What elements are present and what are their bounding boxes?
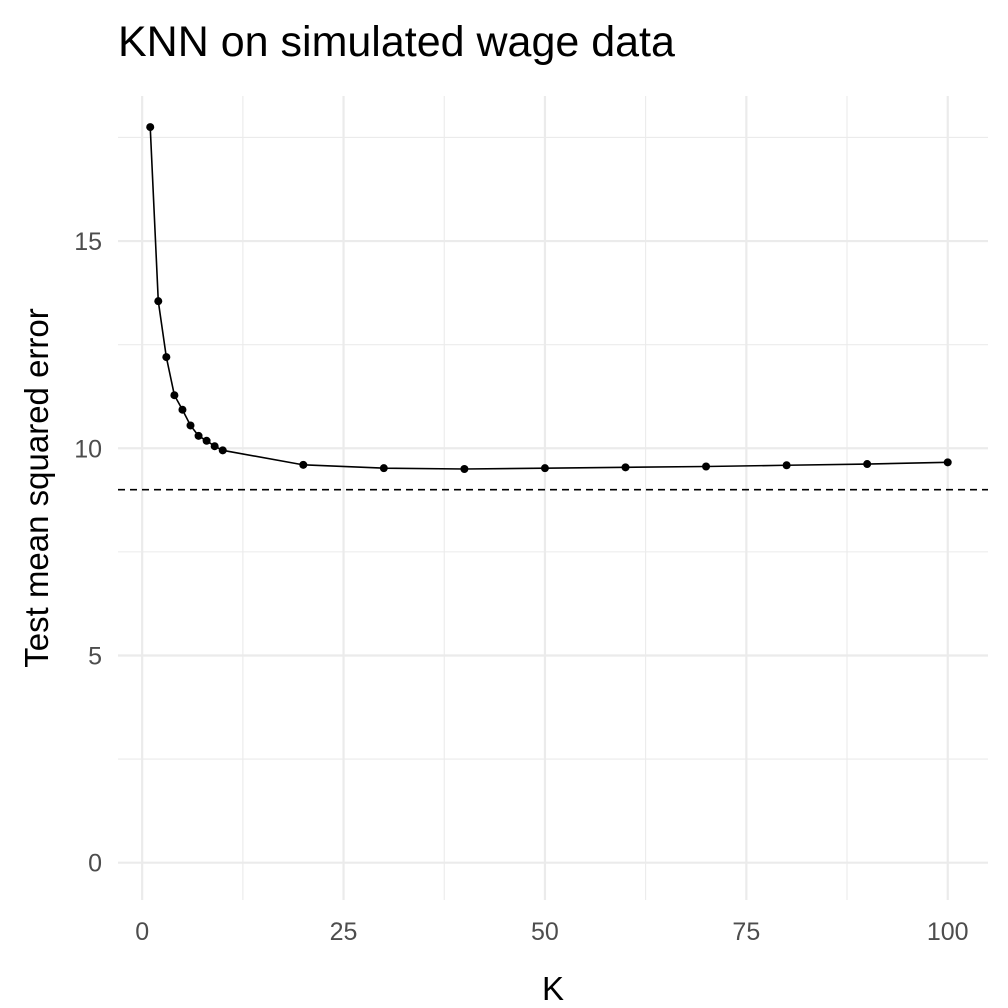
data-point <box>460 464 469 473</box>
x-tick-label: 0 <box>135 918 149 946</box>
data-point <box>702 462 711 471</box>
x-tick-label: 75 <box>732 918 760 946</box>
x-tick-label: 25 <box>330 918 358 946</box>
x-tick-label: 100 <box>927 918 969 946</box>
data-point <box>218 446 227 455</box>
y-axis-title: Test mean squared error <box>18 308 55 668</box>
data-point <box>943 458 952 467</box>
y-tick-label: 10 <box>74 435 102 463</box>
data-point <box>146 123 155 132</box>
x-tick-labels: 0 25 50 75 100 <box>135 918 968 946</box>
data-point <box>621 463 630 472</box>
data-point <box>540 464 549 473</box>
data-point <box>170 391 179 400</box>
data-point <box>178 405 187 414</box>
data-point <box>863 460 872 469</box>
data-point <box>782 461 791 470</box>
data-point <box>202 436 211 445</box>
chart-title: KNN on simulated wage data <box>118 18 675 66</box>
y-tick-labels: 0 5 10 15 <box>74 228 102 878</box>
data-point <box>186 421 195 430</box>
x-axis-title: K <box>542 970 564 1007</box>
series-line <box>149 127 948 470</box>
data-point <box>194 431 203 440</box>
y-tick-label: 15 <box>74 228 102 256</box>
major-gridlines <box>118 96 988 900</box>
data-point <box>154 297 163 306</box>
data-series <box>146 123 952 473</box>
data-point <box>299 460 308 469</box>
data-point <box>379 464 388 473</box>
y-tick-label: 5 <box>88 642 102 670</box>
data-point <box>210 442 219 451</box>
data-point <box>162 353 171 362</box>
x-tick-label: 50 <box>531 918 559 946</box>
minor-gridlines <box>118 96 988 900</box>
y-tick-label: 0 <box>88 850 102 878</box>
